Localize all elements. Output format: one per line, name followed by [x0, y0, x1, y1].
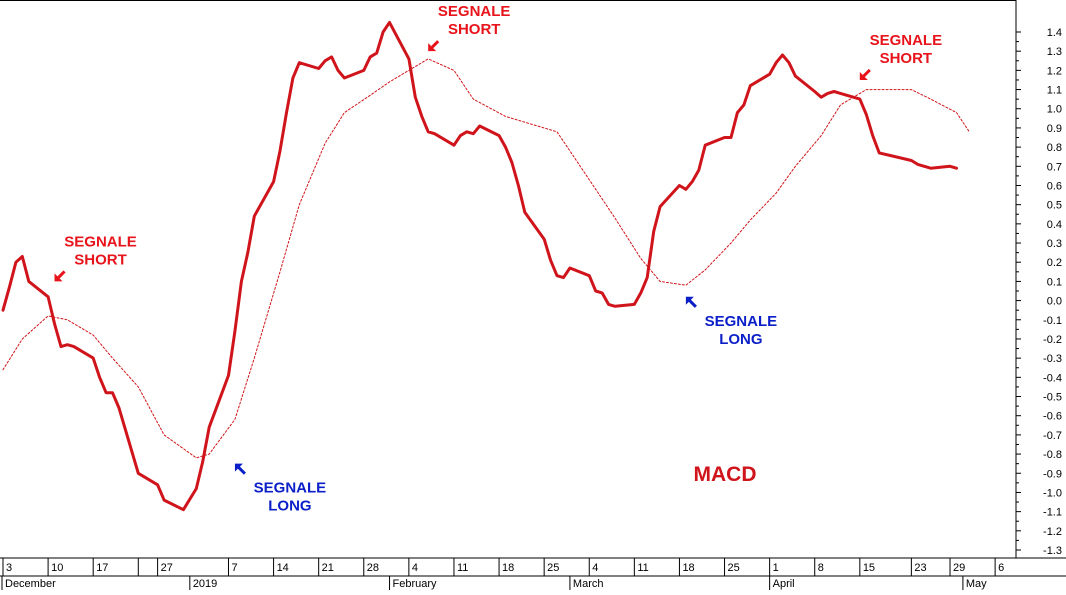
x-tick-label: 7: [231, 562, 237, 574]
month-label: 2019: [193, 578, 217, 590]
y-axis: 1.4 1.3 1.2 1.1 1.0 0.9 0.8 0.7 0.6 0.5 0.4 0.3 0.2 0…: [0, 0, 1066, 577]
y-tick-label: 1.0: [1047, 104, 1062, 116]
annotation-line2: SHORT: [74, 251, 127, 268]
y-tick-label: 0.1: [1047, 276, 1062, 288]
annotation-layer: SEGNALESHORTSEGNALELONGSEGNALESHORTSEGNA…: [54, 3, 943, 515]
y-tick-label: -0.7: [1043, 430, 1062, 442]
chart-title: MACD: [694, 463, 757, 486]
y-tick-label: 1.1: [1047, 85, 1062, 97]
month-label: May: [966, 578, 987, 590]
y-tick-label: 1.4: [1047, 27, 1062, 39]
x-tick-label: 10: [51, 562, 63, 574]
y-tick-label: -1.0: [1043, 487, 1062, 499]
y-tick-label: -0.8: [1043, 449, 1062, 461]
annotation-line1: SEGNALE: [438, 3, 511, 20]
x-tick-label: 25: [728, 562, 740, 574]
y-tick-label: 1.2: [1047, 65, 1062, 77]
arrow-shaft: [430, 40, 440, 50]
x-tick-label: 23: [914, 562, 926, 574]
arrow-head: [685, 296, 694, 305]
x-tick-label: 3: [6, 562, 12, 574]
y-tick-label: 0.8: [1047, 142, 1062, 154]
annotation-line2: SHORT: [448, 21, 501, 38]
annotation-line2: LONG: [719, 331, 762, 348]
month-label: March: [573, 578, 604, 590]
x-tick-label: 28: [367, 562, 379, 574]
month-label: February: [393, 578, 438, 590]
y-tick-label: 0.6: [1047, 180, 1062, 192]
x-tick-label: 29: [953, 562, 965, 574]
y-tick-label: -1.2: [1043, 526, 1062, 538]
y-tick-label: 0.5: [1047, 200, 1062, 212]
annotation-line1: SEGNALE: [64, 233, 137, 250]
x-tick-label: 27: [161, 562, 173, 574]
annotation-line1: SEGNALE: [254, 480, 327, 497]
arrow-shaft: [236, 465, 246, 475]
y-tick-label: -1.3: [1043, 545, 1062, 557]
x-tick-label: 18: [682, 562, 694, 574]
arrow-head: [859, 71, 868, 80]
arrow-shaft: [861, 68, 871, 79]
x-tick-label: 4: [412, 562, 418, 574]
macd-line: [1, 20, 958, 512]
y-tick-label: -0.9: [1043, 468, 1062, 480]
y-tick-label: -0.2: [1043, 334, 1062, 346]
x-tick-label: 14: [277, 562, 289, 574]
x-axis: 3 10 17 27 7 14 21 28 4 11 18 25 4 11 18 25 1 8 15 23 29 6Dec…: [1, 558, 1004, 590]
y-tick-label: 0.9: [1047, 123, 1062, 135]
x-tick-label: 25: [547, 562, 559, 574]
x-tick-label: 11: [457, 562, 468, 574]
annotation-line2: LONG: [268, 498, 311, 515]
y-tick-label: 0.3: [1047, 238, 1062, 250]
y-tick-label: -0.3: [1043, 353, 1062, 365]
month-label: April: [773, 578, 795, 590]
y-tick-label: -0.1: [1043, 315, 1062, 327]
month-label: December: [5, 578, 56, 590]
x-tick-label: 15: [863, 562, 875, 574]
x-tick-label: 8: [818, 562, 824, 574]
y-tick-label: 0.4: [1047, 219, 1062, 231]
x-tick-label: 21: [322, 562, 334, 574]
x-tick-label: 6: [998, 562, 1004, 574]
y-tick-label: -0.4: [1043, 372, 1062, 384]
series-layer: [1, 20, 970, 512]
x-tick-label: 11: [637, 562, 648, 574]
y-tick-label: 0.2: [1047, 257, 1062, 269]
arrow-shaft: [56, 270, 66, 280]
y-tick-label: 0.0: [1047, 296, 1062, 308]
arrow-head: [54, 273, 63, 282]
arrow-shaft: [687, 298, 697, 308]
y-tick-label: 0.7: [1047, 161, 1062, 173]
x-tick-label: 1: [773, 562, 779, 574]
x-tick-label: 4: [592, 562, 598, 574]
y-tick-label: -0.6: [1043, 411, 1062, 423]
annotation-line1: SEGNALE: [870, 32, 943, 49]
y-tick-label: -1.1: [1043, 507, 1062, 519]
arrow-head: [428, 43, 437, 52]
y-tick-label: 1.3: [1047, 46, 1062, 58]
signal-line: [2, 58, 970, 459]
arrow-head: [234, 463, 243, 472]
y-tick-label: -0.5: [1043, 392, 1062, 404]
x-tick-label: 18: [502, 562, 514, 574]
x-tick-label: 17: [96, 562, 108, 574]
annotation-line2: SHORT: [880, 50, 933, 67]
annotation-line1: SEGNALE: [705, 313, 778, 330]
